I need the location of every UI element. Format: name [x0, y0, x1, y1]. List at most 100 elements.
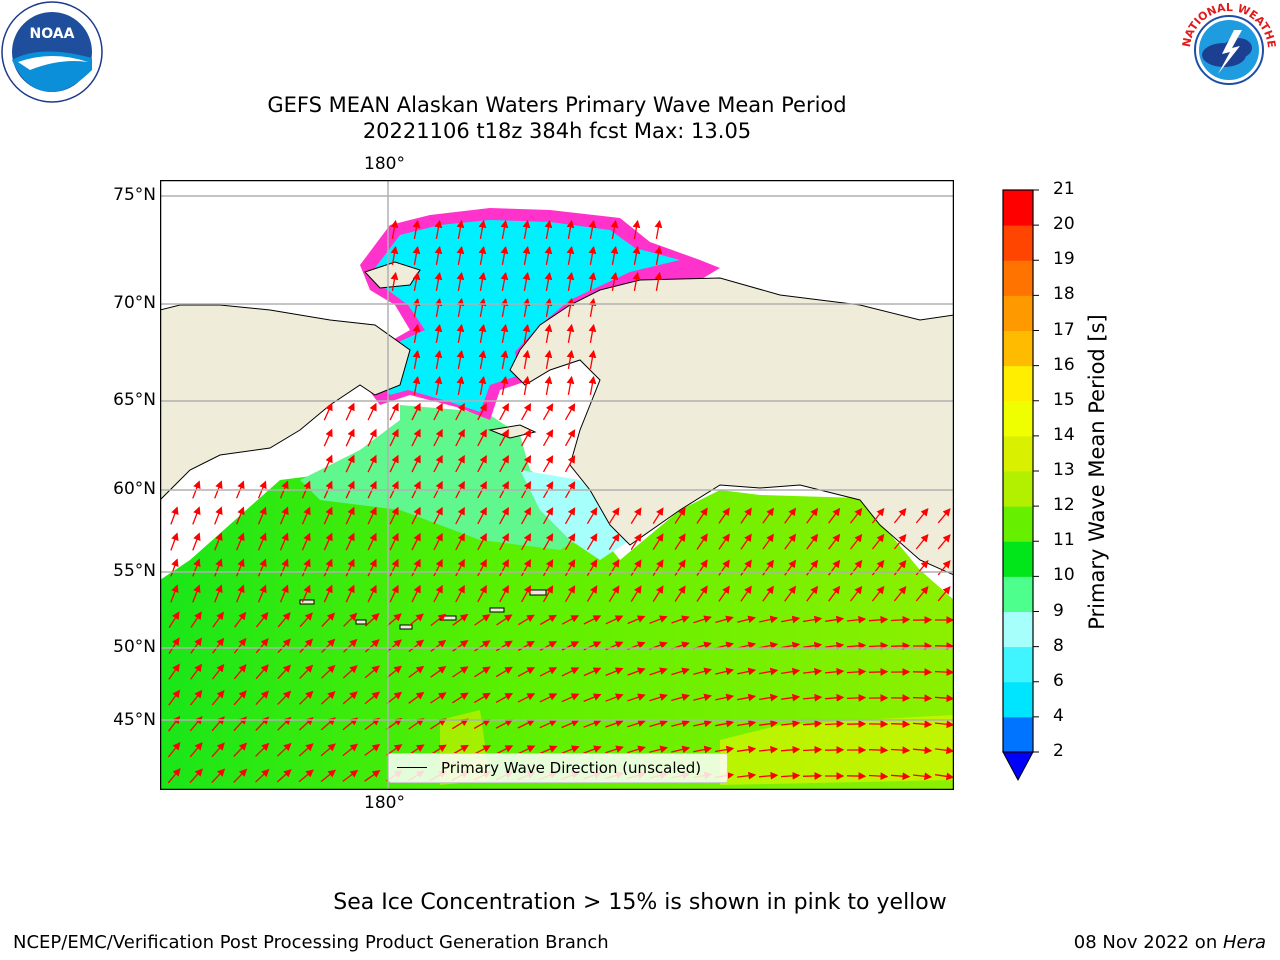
lon-label-top: 180° — [364, 154, 405, 174]
wave-arrow — [588, 245, 597, 266]
wave-arrow — [434, 323, 443, 344]
wave-arrow — [781, 693, 801, 702]
wave-arrow — [740, 533, 752, 550]
wave-arrow — [539, 614, 557, 626]
wave-arrow — [433, 558, 443, 577]
wave-arrow — [693, 719, 713, 728]
wave-arrow — [871, 533, 885, 550]
wave-arrow — [495, 745, 514, 755]
wave-arrow — [477, 584, 487, 603]
wave-arrow — [277, 664, 291, 680]
wave-arrow — [802, 719, 823, 728]
wave-arrow — [455, 454, 465, 473]
noaa-logo: NOAA — [1, 1, 103, 103]
wave-arrow — [277, 638, 291, 654]
wave-arrow — [301, 584, 311, 603]
wave-arrow — [500, 375, 509, 396]
wave-arrow — [521, 532, 532, 551]
wave-arrow — [168, 689, 181, 706]
wave-arrow — [411, 558, 421, 577]
wave-arrow — [345, 428, 355, 447]
wave-arrow — [478, 245, 487, 266]
wave-arrow — [499, 558, 509, 577]
wave-arrow — [456, 245, 465, 266]
wave-arrow — [411, 428, 421, 447]
wave-arrow — [364, 639, 380, 653]
wave-arrow — [430, 692, 447, 704]
wave-arrow — [824, 667, 845, 676]
wave-arrow — [671, 745, 691, 754]
wave-arrow — [825, 641, 845, 650]
wave-arrow — [389, 402, 399, 421]
wave-arrow — [412, 271, 421, 292]
wave-arrow — [849, 507, 863, 524]
wave-arrow — [564, 429, 576, 447]
wave-arrow — [893, 585, 907, 602]
wave-arrow — [499, 454, 509, 473]
wave-arrow — [323, 454, 333, 473]
wave-arrow — [452, 613, 469, 626]
wave-arrow — [323, 532, 333, 551]
wave-arrow — [367, 584, 377, 603]
wave-arrow — [674, 585, 686, 602]
lon-label-bottom: 180° — [364, 793, 405, 813]
wave-arrow — [412, 219, 421, 240]
wave-arrow — [276, 769, 292, 783]
wave-arrow — [411, 506, 421, 525]
wave-arrow — [298, 743, 314, 757]
wave-arrow — [342, 691, 358, 705]
wave-arrow — [473, 745, 492, 755]
wave-arrow — [890, 720, 911, 728]
wave-arrow — [411, 532, 421, 551]
wave-arrow — [255, 664, 269, 680]
wave-arrow — [499, 584, 509, 603]
wave-arrow — [233, 664, 247, 680]
wave-arrow — [192, 532, 201, 551]
colorbar-label: Primary Wave Mean Period [s] — [1085, 314, 1109, 630]
wave-arrow — [544, 375, 553, 396]
wave-arrow — [588, 271, 597, 292]
wave-arrow — [759, 641, 779, 650]
wave-arrow — [323, 506, 333, 525]
wave-arrow — [566, 297, 575, 318]
wave-arrow — [630, 585, 642, 602]
wave-arrow — [715, 667, 734, 676]
wave-arrow — [477, 428, 487, 447]
wave-arrow — [390, 219, 399, 240]
wave-arrow — [542, 559, 554, 577]
wave-arrow — [784, 585, 797, 602]
wave-arrow — [367, 454, 377, 473]
wave-arrow — [321, 638, 336, 653]
wave-arrow — [610, 219, 619, 240]
wave-arrow — [211, 768, 226, 784]
wave-arrow — [386, 691, 403, 705]
wave-arrow — [718, 533, 730, 550]
colorbar — [1002, 189, 1039, 782]
wave-arrow — [539, 745, 558, 755]
graticule — [160, 180, 954, 790]
wave-arrow — [632, 245, 641, 266]
wave-arrow — [408, 613, 424, 627]
wave-arrow — [474, 640, 491, 652]
wave-arrow — [299, 612, 313, 628]
wave-arrow — [499, 402, 509, 421]
wave-arrow — [522, 297, 531, 318]
wave-arrow — [544, 245, 553, 266]
wave-arrow — [364, 665, 380, 679]
wave-arrow — [168, 611, 180, 628]
colorbar-tick-label: 15 — [1053, 389, 1075, 410]
wave-arrow — [630, 507, 642, 524]
colorbar-tick-label: 17 — [1053, 319, 1075, 340]
wave-arrow — [564, 507, 576, 525]
wave-arrow — [868, 668, 889, 676]
lat-label-70: 70°N — [113, 293, 156, 313]
wave-arrow — [167, 768, 181, 784]
wave-arrow — [802, 772, 823, 780]
wave-arrow — [430, 639, 447, 652]
wave-arrow — [605, 615, 624, 625]
wave-arrow — [367, 558, 377, 577]
wave-arrow — [456, 349, 465, 370]
wave-arrow — [411, 402, 421, 421]
wave-arrow — [255, 690, 269, 706]
wave-arrow — [522, 245, 531, 266]
